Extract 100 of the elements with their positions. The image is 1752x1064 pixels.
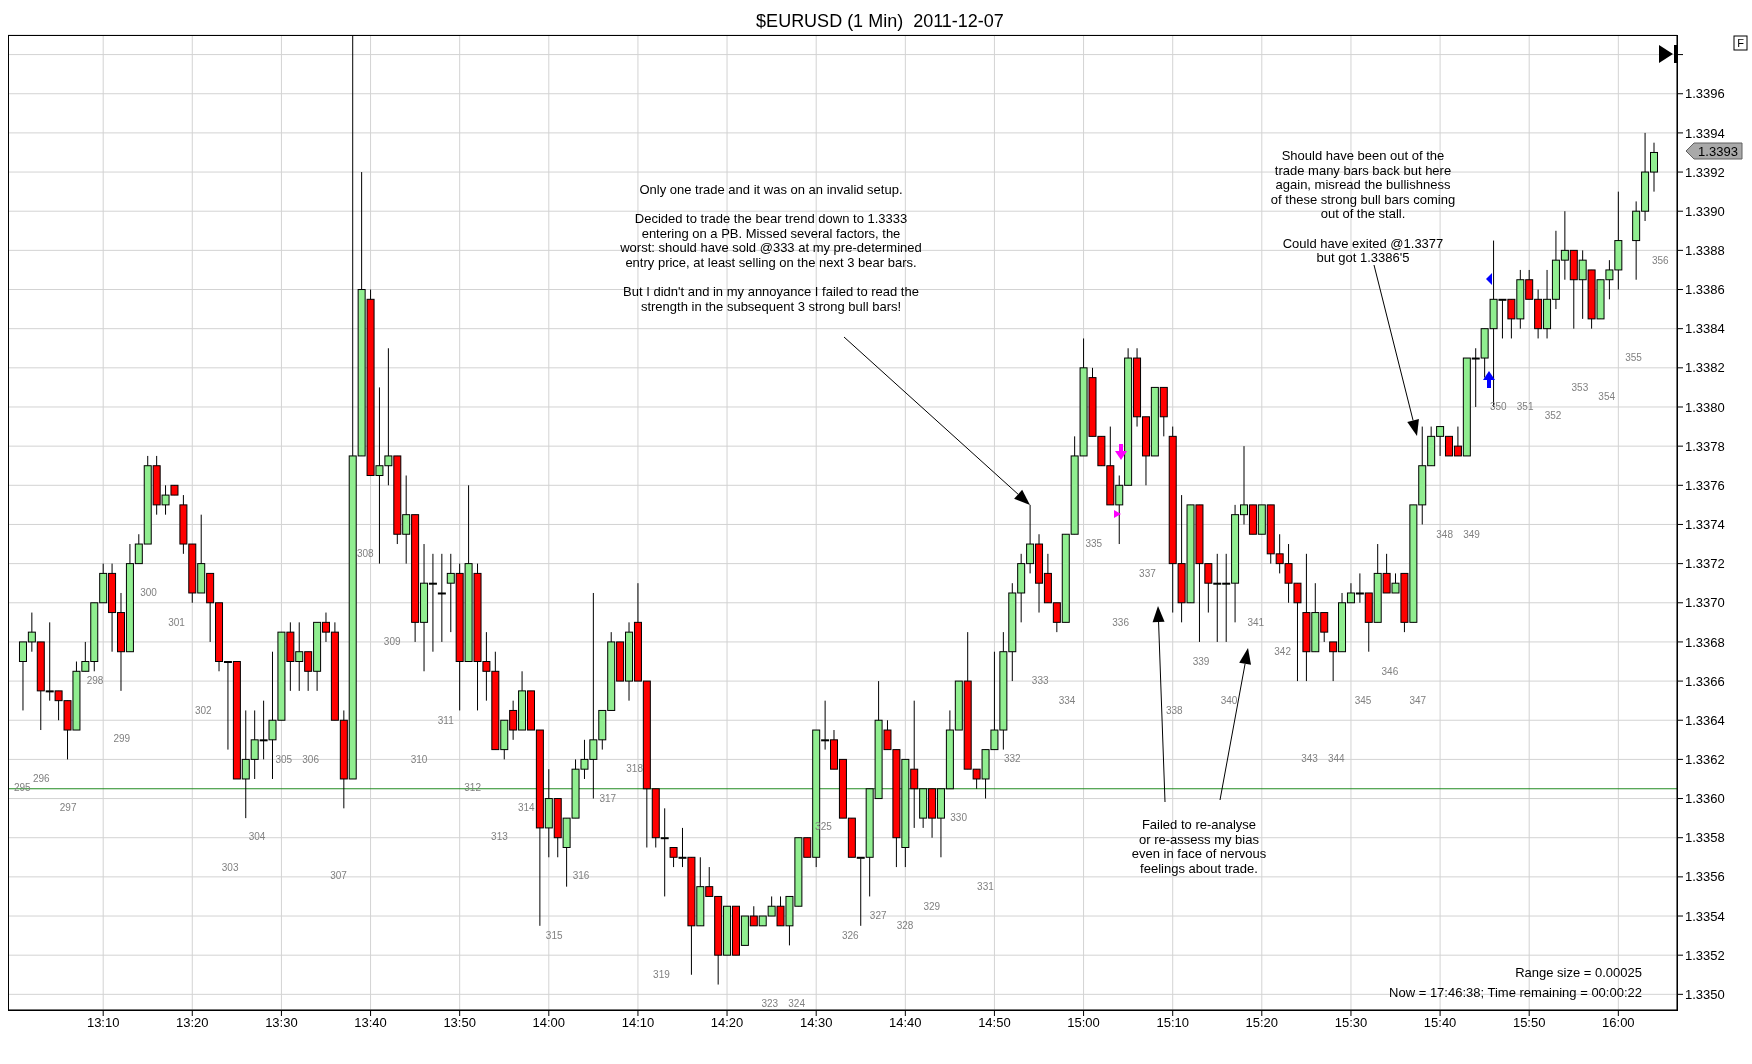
annotation: 339	[1192, 655, 1210, 667]
x-tick-label: 14:40	[889, 1015, 922, 1031]
annotation: 327	[869, 909, 887, 921]
annotation: Range size = 0.00025	[1514, 965, 1642, 981]
annotation: 355	[1625, 352, 1643, 364]
annotation: 319	[653, 968, 671, 980]
x-tick-label: 15:30	[1334, 1015, 1368, 1031]
y-tick-label: 1.3356	[1685, 869, 1725, 885]
annotation: 313	[491, 831, 509, 843]
x-tick-label: 13:30	[265, 1015, 298, 1031]
annotation: 344	[1327, 753, 1346, 765]
y-tick-label: 1.3372	[1685, 556, 1725, 572]
y-tick-label: 1.3358	[1685, 830, 1725, 846]
annotation: 354	[1598, 391, 1616, 403]
chart-title: $EURUSD (1 Min) 2011-12-07	[755, 10, 1005, 33]
annotation: 335	[1085, 537, 1103, 549]
annotation: 305	[275, 754, 293, 766]
annotation: 311	[437, 715, 455, 727]
y-tick-label: 1.3366	[1685, 673, 1725, 689]
x-tick-label: 14:10	[621, 1015, 655, 1031]
annotation: 348	[1436, 528, 1454, 540]
x-tick-label: 15:20	[1245, 1015, 1279, 1031]
annotation: 317	[599, 793, 617, 805]
annotation: 334	[1058, 695, 1076, 707]
x-tick-label: 13:20	[176, 1015, 209, 1031]
annotation: 343	[1301, 753, 1319, 765]
annotation: 309	[383, 635, 401, 647]
annotation: 296	[33, 773, 51, 785]
candlestick	[437, 553, 446, 643]
y-tick-label: 1.3382	[1685, 360, 1725, 376]
annotation: 304	[248, 831, 266, 843]
y-tick-label: 1.3376	[1685, 477, 1725, 493]
annotation: 353	[1571, 382, 1589, 394]
y-tick-label: 1.3352	[1685, 947, 1725, 963]
x-tick-label: 14:20	[710, 1015, 744, 1031]
annotation: 314	[517, 802, 536, 814]
annotation: 342	[1274, 645, 1292, 657]
y-tick-label: 1.3364	[1685, 712, 1725, 728]
x-tick-label: 13:40	[354, 1015, 387, 1031]
y-tick-label: 1.3362	[1685, 752, 1725, 768]
y-tick-label: 1.3360	[1685, 791, 1725, 807]
y-tick-label: 1.3388	[1685, 242, 1725, 258]
annotation: 333	[1031, 674, 1049, 686]
x-tick-label: 14:50	[978, 1015, 1011, 1031]
x-tick-label: 15:00	[1067, 1015, 1100, 1031]
y-tick-label: 1.3390	[1685, 203, 1725, 219]
x-tick-label: 14:30	[799, 1015, 833, 1031]
y-tick-label: 1.3396	[1685, 86, 1725, 102]
annotation: 336	[1112, 616, 1130, 628]
annotation: 301	[168, 616, 186, 628]
annotation: 331	[977, 880, 995, 892]
annotation: 332	[1003, 753, 1022, 765]
x-tick-label: 16:00	[1602, 1015, 1635, 1031]
annotation: 303	[221, 861, 239, 873]
text: 1.3393	[1698, 143, 1738, 159]
y-tick-label: 1.3392	[1685, 164, 1725, 180]
annotation: 340	[1220, 695, 1238, 707]
annotation: 347	[1409, 695, 1427, 707]
annotation: 350	[1489, 401, 1508, 413]
y-tick-label: 1.3378	[1685, 438, 1725, 454]
y-tick-label: 1.3374	[1685, 517, 1725, 533]
x-tick-label: 14:00	[532, 1015, 566, 1031]
annotation: 310	[410, 754, 428, 766]
annotation: 299	[113, 733, 131, 745]
x-tick-label: 15:50	[1512, 1015, 1546, 1031]
text: F	[1737, 37, 1745, 49]
annotation: 356	[1651, 254, 1670, 266]
x-tick-label: 13:50	[443, 1015, 476, 1031]
y-tick-label: 1.3394	[1685, 125, 1725, 141]
x-tick-label: 13:10	[86, 1015, 120, 1031]
x-tick-label: 15:10	[1156, 1015, 1189, 1031]
annotation: 300	[140, 586, 158, 598]
annotation: 352	[1544, 410, 1562, 422]
annotation: 346	[1381, 666, 1399, 677]
annotation: 318	[626, 763, 644, 775]
annotation: 302	[195, 705, 213, 717]
annotation: Only one trade and it was on an invalid setup. Decided to trade the bear trend down to 1.3333 entering on a PB. Missed several factors, the worst: should have sold @333 at my pre-determined entry price, at least selling on the next 3 bear bars. But I didn't and in my annoyance I failed to read the strength in the subsequent 3 strong bull bars!	[619, 182, 923, 315]
annotation: Now = 17:46:38; Time remaining = 00:00:22	[1388, 985, 1642, 1001]
annotation: 338	[1165, 705, 1184, 717]
annotation: 297	[59, 802, 77, 814]
annotation: 337	[1139, 567, 1157, 579]
y-tick-label: 1.3370	[1685, 595, 1725, 611]
annotation: 308	[357, 547, 375, 559]
annotation: 298	[86, 674, 104, 686]
y-tick-label: 1.3368	[1685, 634, 1725, 650]
annotation: 328	[896, 919, 914, 931]
y-tick-label: 1.3380	[1685, 399, 1725, 415]
annotation: 316	[572, 870, 590, 882]
y-tick-label: 1.3386	[1685, 282, 1725, 298]
annotation: 341	[1247, 616, 1265, 628]
y-tick-label: 1.3354	[1685, 908, 1725, 924]
annotation: 323	[761, 997, 779, 1009]
annotation: 307	[330, 870, 348, 882]
annotation: Failed to re-analyse or re-assess my bias even in face of nervous feelings about trade.	[1130, 817, 1268, 877]
annotation: 329	[923, 900, 941, 912]
x-tick-label: 15:40	[1423, 1015, 1457, 1031]
annotation: 324	[788, 997, 806, 1009]
annotation: 330	[950, 812, 968, 824]
annotation: 351	[1516, 401, 1534, 413]
annotation: 315	[545, 929, 563, 941]
